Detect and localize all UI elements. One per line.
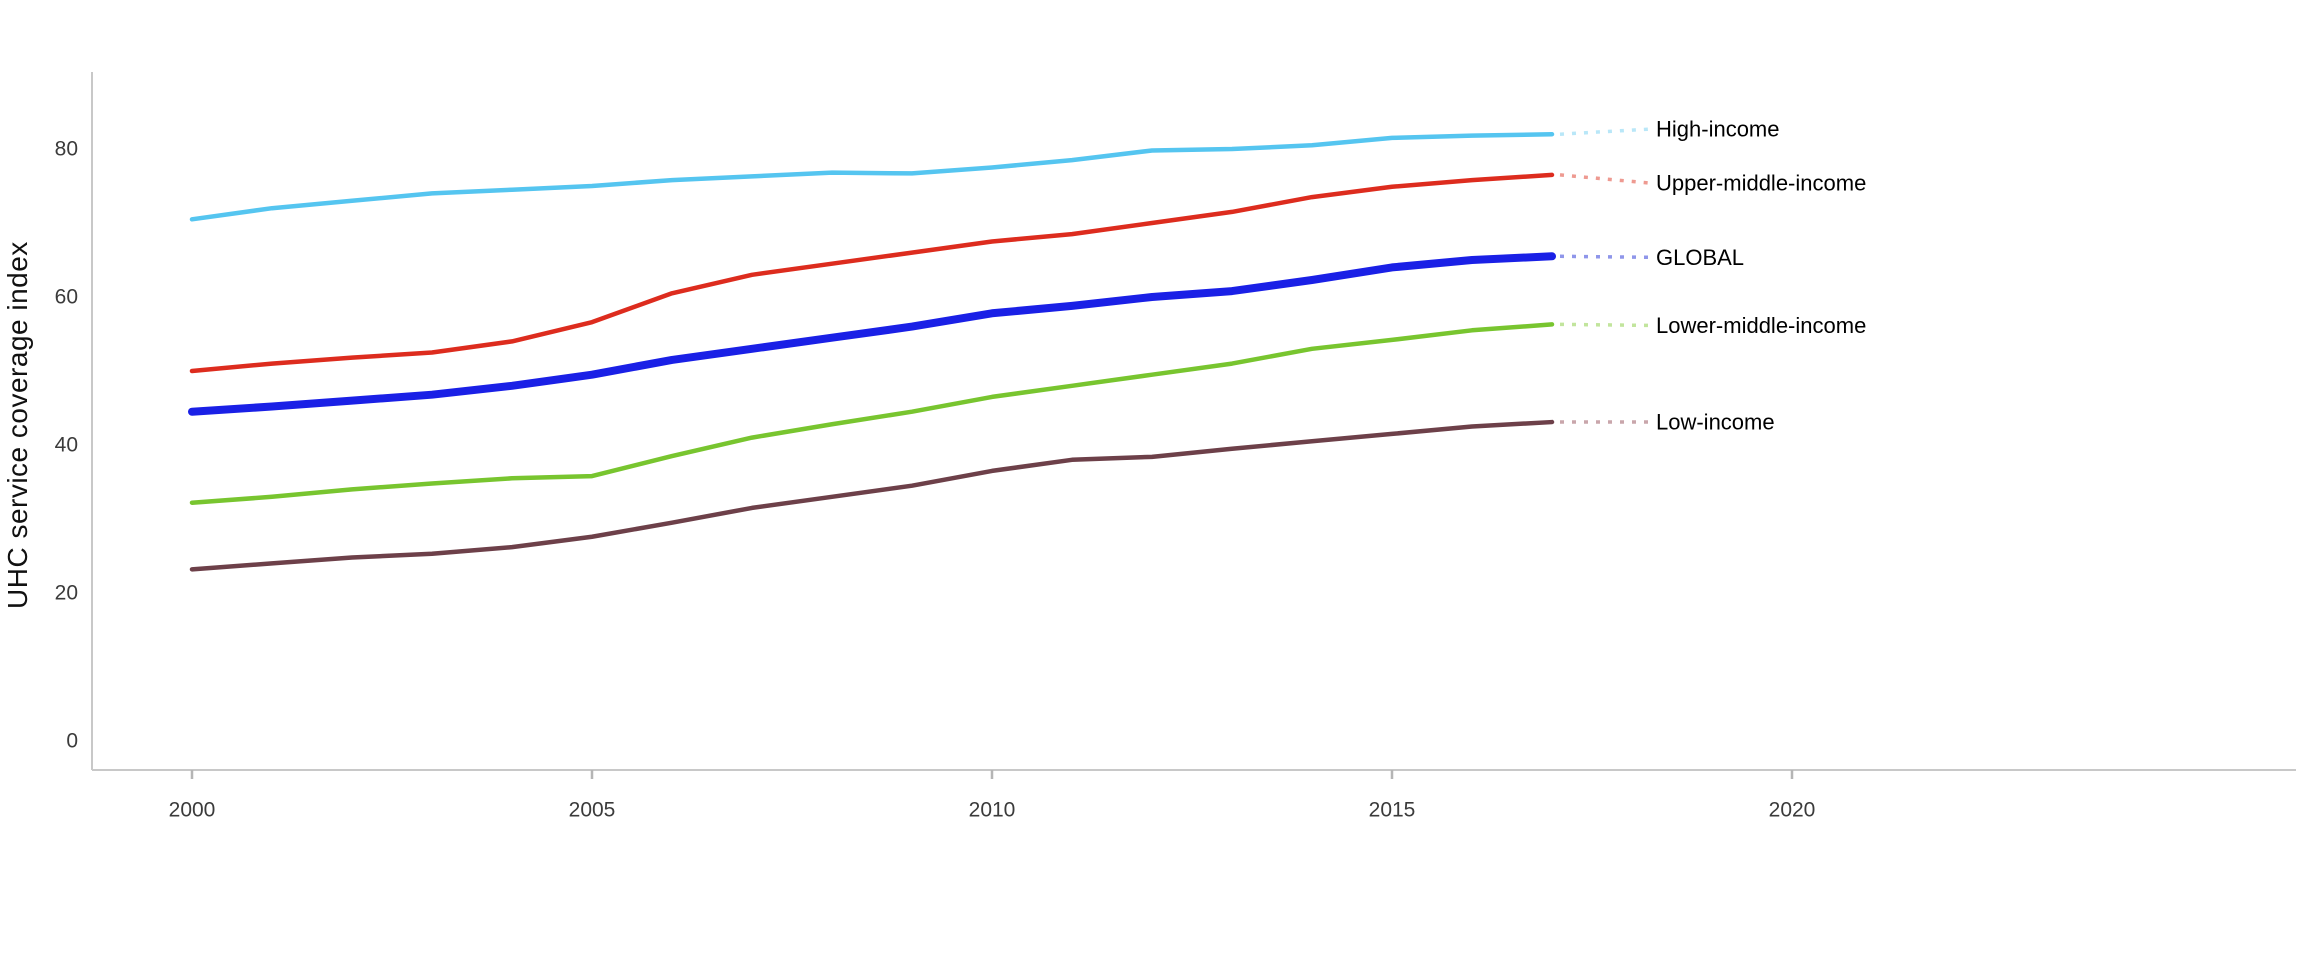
series-label-low-income: Low-income	[1656, 410, 1775, 435]
x-tick-label: 2010	[969, 798, 1016, 821]
x-tick-label: 2015	[1369, 798, 1416, 821]
series-line-upper-middle-income	[189, 172, 1555, 374]
x-tick-label: 2000	[169, 798, 216, 821]
leader-line-global	[1559, 254, 1649, 260]
series-line-low-income	[189, 419, 1555, 572]
series-line-global	[188, 252, 1556, 416]
y-tick-label: 0	[66, 730, 78, 753]
x-tick-label: 2005	[569, 798, 616, 821]
series-label-lower-middle-income: Lower-middle-income	[1656, 313, 1866, 338]
series-line-lower-middle-income	[189, 322, 1555, 505]
series-line-high-income	[189, 131, 1555, 222]
y-tick-label: 60	[55, 286, 78, 309]
leader-line-high-income	[1559, 127, 1649, 136]
series-label-high-income: High-income	[1656, 117, 1780, 142]
series-label-upper-middle-income: Upper-middle-income	[1656, 170, 1866, 195]
y-tick-label: 80	[55, 138, 78, 161]
leader-line-lower-middle-income	[1559, 322, 1649, 328]
leader-line-upper-middle-income	[1559, 173, 1649, 185]
y-tick-label: 20	[55, 582, 78, 605]
y-tick-label: 40	[55, 434, 78, 457]
x-tick-label: 2020	[1769, 798, 1816, 821]
series-label-global: GLOBAL	[1656, 245, 1744, 270]
